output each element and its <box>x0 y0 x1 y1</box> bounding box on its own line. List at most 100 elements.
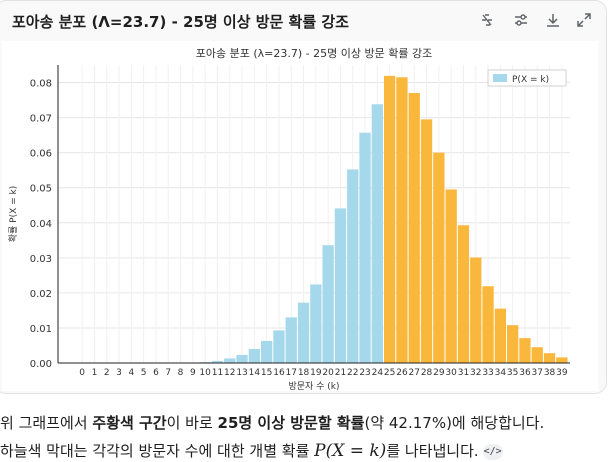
text-segment: 하늘색 막대는 각각의 방문자 수에 대한 개별 확률 <box>0 442 314 460</box>
x-tick-label: 9 <box>190 368 196 378</box>
y-tick-label: 0.03 <box>30 254 52 265</box>
bar-highlight <box>519 338 530 363</box>
x-tick-label: 1 <box>92 368 98 378</box>
x-tick-label: 39 <box>556 368 568 378</box>
y-tick-label: 0.08 <box>30 79 52 90</box>
x-tick-label: 14 <box>249 368 261 378</box>
hide-interactive-icon[interactable] <box>476 9 498 31</box>
bar <box>359 133 370 363</box>
bar <box>310 284 321 363</box>
x-tick-label: 31 <box>458 368 469 378</box>
download-icon[interactable] <box>542 9 564 31</box>
chart-card: 포아송 분포 (Λ=23.7) - 25명 이상 방문 확률 강조 0.00 0.… <box>0 0 607 394</box>
bar-highlight <box>396 77 407 363</box>
x-tick-label: 22 <box>347 368 358 378</box>
x-tick-label: 38 <box>544 368 556 378</box>
chart-card-title: 포아송 분포 (Λ=23.7) - 25명 이상 방문 확률 강조 <box>12 11 349 32</box>
text-highlight-orange-range: 주황색 구간 <box>92 414 166 432</box>
legend-swatch <box>493 74 507 82</box>
y-axis-label: 확률 P(X = k) <box>7 186 19 243</box>
code-chip-button[interactable]: </> <box>483 444 503 460</box>
bar-highlight <box>384 76 395 363</box>
chart-title: 포아송 분포 (λ=23.7) - 25명 이상 방문 확률 강조 <box>196 47 432 60</box>
bar <box>286 317 297 363</box>
y-tick-label: 0.02 <box>30 289 52 300</box>
explanation-line-1: 위 그래프에서 주황색 구간이 바로 25명 이상 방문할 확률(약 42.17… <box>0 412 608 434</box>
x-tick-label: 33 <box>482 368 493 378</box>
math-expression: P(X = k) <box>314 441 386 461</box>
x-tick-label: 36 <box>519 368 531 378</box>
y-tick-label: 0.00 <box>30 359 52 370</box>
x-tick-label: 37 <box>532 368 543 378</box>
x-tick-label: 32 <box>470 368 481 378</box>
x-tick-label: 34 <box>495 368 507 378</box>
x-tick-label: 27 <box>409 368 420 378</box>
bar-highlight <box>446 189 457 363</box>
bar-highlight <box>482 286 493 363</box>
bar <box>298 303 309 363</box>
x-tick-label: 17 <box>286 368 297 378</box>
x-tick-label: 16 <box>273 368 285 378</box>
y-tick-label: 0.05 <box>30 184 52 195</box>
x-tick-label: 29 <box>433 368 445 378</box>
x-tick-label: 21 <box>335 368 346 378</box>
y-tick-label: 0.01 <box>30 324 52 335</box>
bar-highlight <box>433 153 444 363</box>
explanation-line-2: 하늘색 막대는 각각의 방문자 수에 대한 개별 확률 P(X = k)를 나타… <box>0 440 608 462</box>
x-axis-label: 방문자 수 (k) <box>288 381 339 391</box>
bar-highlight <box>470 257 481 363</box>
x-tick-label: 4 <box>128 368 134 378</box>
x-tick-label: 5 <box>141 368 147 378</box>
y-tick-label: 0.06 <box>30 149 52 160</box>
x-tick-label: 11 <box>212 368 223 378</box>
y-tick-label: 0.04 <box>30 219 52 230</box>
bar-highlight <box>544 353 555 363</box>
y-tick-label: 0.07 <box>30 114 52 125</box>
bar-highlight <box>458 225 469 363</box>
text-segment: 위 그래프에서 <box>0 414 92 432</box>
x-tick-label: 24 <box>372 368 384 378</box>
bar-highlight <box>409 93 420 363</box>
x-tick-label: 6 <box>153 368 159 378</box>
x-tick-label: 7 <box>165 368 171 378</box>
x-tick-label: 8 <box>178 368 184 378</box>
x-tick-label: 12 <box>224 368 235 378</box>
bar <box>273 330 284 363</box>
legend-label: P(X = k) <box>512 75 549 85</box>
x-tick-label: 10 <box>199 368 211 378</box>
bar <box>335 208 346 363</box>
bar <box>249 349 260 363</box>
bar <box>224 358 235 363</box>
expand-icon[interactable] <box>573 9 595 31</box>
bar <box>236 355 247 363</box>
bar <box>323 245 334 363</box>
x-tick-label: 3 <box>116 368 122 378</box>
x-tick-label: 25 <box>384 368 395 378</box>
x-tick-label: 13 <box>236 368 247 378</box>
bar-highlight <box>495 309 506 363</box>
text-segment: 를 나타냅니다. <box>386 442 478 460</box>
bar-highlight <box>421 119 432 363</box>
x-tick-label: 2 <box>104 368 110 378</box>
x-tick-label: 20 <box>322 368 334 378</box>
text-segment: 이 바로 <box>167 414 218 432</box>
x-tick-label: 15 <box>261 368 272 378</box>
bar <box>372 104 383 363</box>
settings-sliders-icon[interactable] <box>510 9 532 31</box>
x-tick-label: 0 <box>79 368 85 378</box>
x-tick-label: 18 <box>298 368 310 378</box>
x-tick-label: 23 <box>359 368 370 378</box>
text-segment: (약 42.17%)에 해당합니다. <box>364 414 544 432</box>
bar <box>261 341 272 363</box>
bar-highlight <box>507 325 518 363</box>
x-tick-label: 35 <box>507 368 518 378</box>
x-tick-label: 30 <box>445 368 457 378</box>
x-tick-label: 28 <box>421 368 433 378</box>
bar-highlight <box>556 357 567 363</box>
x-tick-label: 19 <box>310 368 322 378</box>
text-highlight-probability: 25명 이상 방문할 확률 <box>218 414 365 432</box>
x-tick-label: 26 <box>396 368 408 378</box>
bar-highlight <box>532 347 543 363</box>
